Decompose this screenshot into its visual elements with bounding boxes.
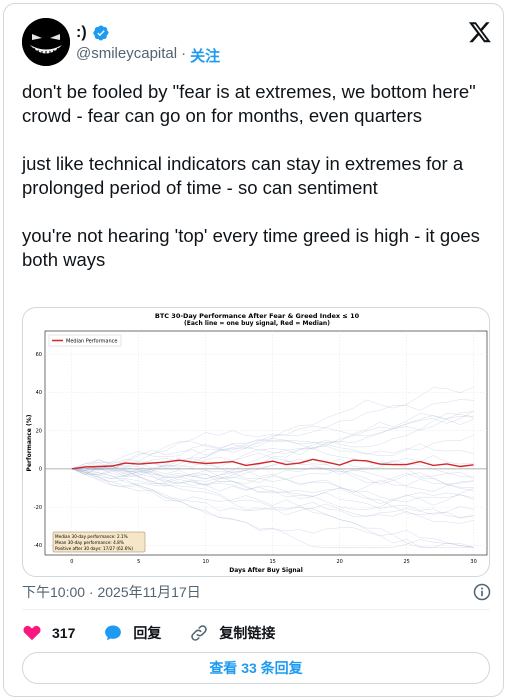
- signal-line: [71, 434, 474, 470]
- y-tick-label: -40: [34, 543, 42, 549]
- link-icon: [191, 625, 208, 641]
- like-count: 317: [52, 625, 76, 641]
- y-axis-label: Performance (%): [26, 414, 33, 471]
- tweet-text: don't be fooled by "fear is at extremes,…: [22, 80, 492, 296]
- signal-line: [71, 468, 474, 548]
- signal-line: [71, 399, 474, 471]
- timestamp[interactable]: 下午10:00 · 2025年11月17日: [22, 584, 201, 600]
- reply-label: 回复: [133, 625, 162, 641]
- signal-line: [71, 468, 474, 548]
- median-line: [71, 458, 474, 470]
- x-logo-icon[interactable]: [468, 20, 492, 44]
- x-tick-label: 20: [336, 559, 342, 565]
- signal-line: [71, 468, 474, 548]
- separator: ·: [181, 45, 187, 62]
- y-tick-label: 20: [36, 428, 42, 434]
- performance-chart: BTC 30-Day Performance After Fear & Gree…: [26, 312, 488, 574]
- signal-line: [71, 468, 474, 510]
- signal-line: [71, 468, 474, 548]
- x-tick-label: 5: [137, 559, 140, 565]
- tweet-paragraph: just like technical indicators can stay …: [22, 153, 469, 198]
- display-name[interactable]: :): [76, 24, 87, 41]
- signal-line: [71, 438, 474, 470]
- signal-line: [71, 466, 474, 492]
- name-row: :): [76, 22, 110, 44]
- signal-line: [71, 468, 474, 524]
- action-bar: 317 回复 复制链接: [22, 619, 492, 647]
- signal-line: [71, 462, 474, 503]
- axis-ticks: -40 -20 0 20 40 60 0 5 10 15 20 25 30: [34, 352, 477, 565]
- signal-line: [71, 468, 474, 505]
- tweet-paragraph: don't be fooled by "fear is at extremes,…: [22, 81, 481, 126]
- signal-line: [71, 410, 474, 472]
- chart-image[interactable]: BTC 30-Day Performance After Fear & Gree…: [22, 307, 490, 577]
- copy-link-button[interactable]: 复制链接: [189, 623, 275, 643]
- x-tick-label: 0: [70, 559, 73, 565]
- x-axis-label: Days After Buy Signal: [229, 567, 303, 574]
- copy-link-label: 复制链接: [219, 625, 276, 641]
- annotation-line: Positive after 30 days: 17/27 (62.6%): [55, 546, 133, 551]
- tweet-paragraph: you're not hearing 'top' every time gree…: [22, 225, 486, 270]
- follow-button[interactable]: 关注: [190, 48, 221, 65]
- signal-line: [71, 458, 474, 488]
- signal-line: [71, 468, 474, 518]
- signal-line: [71, 386, 474, 474]
- plot-area: [44, 330, 488, 556]
- like-button[interactable]: 317: [22, 623, 75, 643]
- signal-line: [71, 458, 474, 485]
- signal-line: [71, 466, 474, 491]
- signal-line: [71, 447, 474, 479]
- info-icon[interactable]: [472, 582, 492, 602]
- legend-entry: Median Performance: [66, 339, 117, 345]
- handle[interactable]: @smileycapital: [76, 45, 178, 62]
- divider: [22, 609, 490, 610]
- y-tick-label: 0: [39, 467, 42, 473]
- annotation-line: Median 30-day performance: 2.1%: [55, 534, 128, 539]
- tweet-header: :) @smileycapital · 关注: [22, 18, 492, 68]
- timestamp-row: 下午10:00 · 2025年11月17日: [22, 582, 492, 602]
- signal-lines: [71, 386, 474, 548]
- signal-line: [71, 415, 474, 471]
- reply-bubble-icon: [105, 625, 122, 641]
- x-tick-label: 25: [403, 559, 409, 565]
- chart-title: BTC 30-Day Performance After Fear & Gree…: [155, 312, 360, 320]
- signal-line: [71, 412, 474, 479]
- signal-line: [71, 411, 474, 470]
- signal-line: [71, 468, 474, 519]
- verified-badge-icon: [92, 25, 109, 41]
- y-tick-label: -20: [34, 505, 42, 511]
- chart-grid: [45, 331, 487, 555]
- heart-icon: [23, 625, 41, 641]
- tweet-card: :) @smileycapital · 关注 don't be fooled b…: [3, 3, 504, 697]
- reply-button[interactable]: 回复: [103, 623, 161, 643]
- view-replies-button[interactable]: 查看 33 条回复: [22, 652, 490, 684]
- stats-annotation: Median 30-day performance: 2.1% Mean 30-…: [52, 531, 146, 553]
- y-tick-label: 40: [36, 390, 42, 396]
- smiley-avatar-icon: [22, 18, 70, 66]
- chart-subtitle: (Each line = one buy signal, Red = Media…: [184, 320, 330, 327]
- median-line-group: [71, 458, 474, 470]
- chart-legend: Median Performance: [48, 334, 122, 347]
- signal-line: [71, 467, 474, 516]
- x-tick-label: 15: [270, 559, 276, 565]
- avatar[interactable]: [22, 18, 70, 66]
- signal-line: [71, 467, 474, 493]
- annotation-line: Mean 30-day performance: 4.8%: [55, 540, 124, 545]
- x-tick-label: 10: [203, 559, 209, 565]
- x-tick-label: 30: [470, 559, 476, 565]
- y-tick-label: 60: [36, 352, 42, 358]
- handle-row: @smileycapital · 关注: [76, 45, 220, 66]
